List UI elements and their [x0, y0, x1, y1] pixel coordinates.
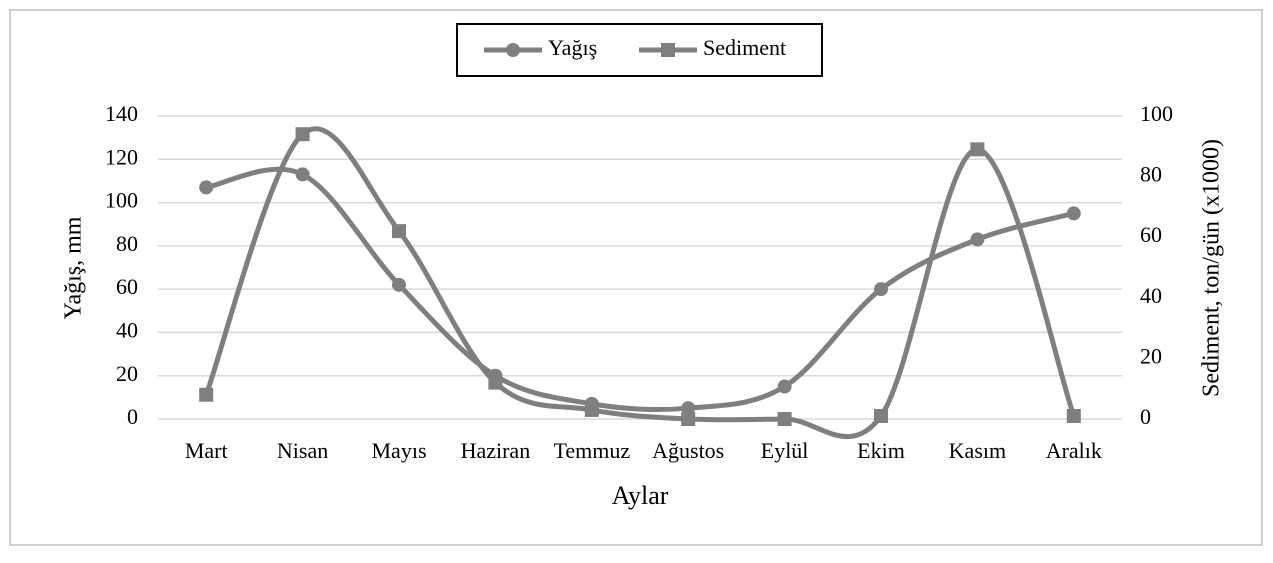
y2-tick-label: 20: [1140, 343, 1162, 368]
series-line: [203, 126, 1077, 440]
y-tick-label: 0: [127, 404, 138, 429]
data-point: [199, 387, 214, 402]
y-tick-label: 120: [105, 144, 138, 169]
x-tick-label: Mayıs: [372, 438, 427, 463]
data-point: [681, 412, 696, 426]
y2-tick-label: 60: [1140, 222, 1162, 247]
data-point: [1066, 408, 1081, 423]
y2-tick-label: 0: [1140, 404, 1151, 429]
x-tick-label: Mart: [185, 438, 228, 463]
x-tick-label: Eylül: [761, 438, 809, 463]
legend-label: Yağış: [548, 35, 597, 60]
data-point: [777, 379, 792, 394]
y-axis-label: Yağış, mm: [61, 216, 87, 319]
data-point: [295, 127, 310, 142]
y-tick-label: 100: [105, 188, 138, 213]
x-axis-label: Aylar: [612, 481, 669, 510]
y-tick-label: 140: [105, 101, 138, 126]
data-point: [970, 142, 985, 157]
data-point: [392, 277, 406, 292]
data-point: [488, 375, 503, 390]
y-tick-label: 40: [116, 317, 138, 342]
x-tick-label: Ağustos: [652, 438, 724, 463]
x-tick-label: Aralık: [1046, 438, 1102, 463]
legend-marker: [661, 43, 675, 57]
x-tick-label: Nisan: [277, 438, 328, 463]
data-point: [874, 282, 888, 297]
data-point: [874, 408, 888, 423]
data-point: [681, 401, 696, 416]
data-point: [970, 232, 985, 247]
x-tick-label: Ekim: [857, 438, 905, 463]
y2-axis-label: Sediment, ton/gün (x1000): [1199, 139, 1225, 397]
y2-tick-label: 100: [1140, 101, 1173, 126]
data-point: [295, 167, 310, 182]
y-tick-label: 20: [116, 361, 138, 386]
x-tick-label: Kasım: [949, 438, 1006, 463]
x-tick-label: Temmuz: [553, 438, 630, 463]
y2-tick-label: 40: [1140, 283, 1162, 308]
chart-frame: [9, 9, 1263, 546]
y-tick-label: 60: [116, 274, 138, 299]
y2-tick-label: 80: [1140, 162, 1162, 187]
data-point: [584, 402, 599, 417]
series-line: [205, 166, 1075, 413]
y-tick-label: 80: [116, 231, 138, 256]
data-point: [392, 224, 406, 239]
legend-marker: [506, 43, 520, 57]
legend-label: Sediment: [703, 35, 786, 60]
data-point: [777, 412, 792, 426]
data-point: [199, 180, 214, 195]
x-tick-label: Haziran: [461, 438, 531, 463]
data-point: [1066, 206, 1081, 221]
